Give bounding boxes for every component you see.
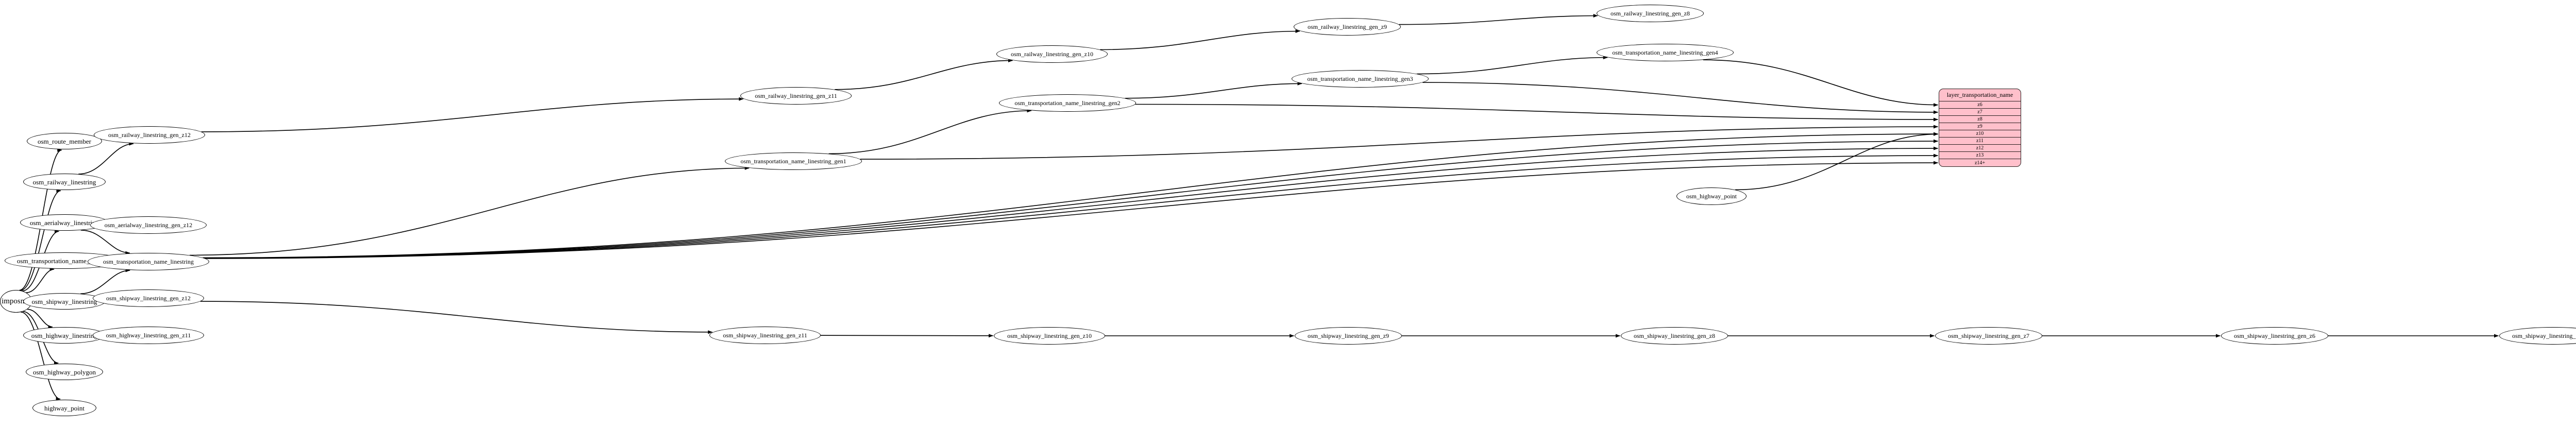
graph-node[interactable]: osm_highway_linestring_gen_z11 xyxy=(93,327,204,344)
table-row[interactable]: z13 xyxy=(1939,152,2021,159)
graph-node[interactable]: osm_aerialway_linestring_gen_z12 xyxy=(90,216,207,234)
graph-edge xyxy=(1422,82,1938,114)
graph-node-label: osm_transportation_name_linestring_gen2 xyxy=(1014,99,1121,107)
graph-node[interactable]: osm_transportation_name_linestring_gen3 xyxy=(1292,70,1429,88)
graph-node-label: osm_highway_point xyxy=(1686,193,1737,200)
graph-edge xyxy=(1399,14,1598,25)
graph-edge xyxy=(205,161,1938,259)
graph-node[interactable]: osm_transportation_name_linestring_gen4 xyxy=(1597,44,1734,61)
graph-node-label: imposm3 xyxy=(2,297,30,305)
graph-node[interactable]: osm_transportation_name_linestring_gen1 xyxy=(725,152,862,170)
graph-node[interactable]: osm_railway_linestring_gen_z12 xyxy=(94,126,205,144)
graph-node-label: highway_point xyxy=(44,404,84,412)
graph-node-label: osm_shipway_linestring_gen_z8 xyxy=(1634,332,1715,339)
graph-edge xyxy=(1125,81,1302,99)
graph-node[interactable]: osm_railway_linestring xyxy=(23,174,106,190)
graph-node[interactable]: osm_railway_linestring_gen_z10 xyxy=(996,45,1108,63)
graph-edge xyxy=(1735,132,1939,191)
graph-node-label: osm_shipway_linestring_gen_z12 xyxy=(106,295,191,302)
graph-node-label: osm_shipway_linestring_gen_z10 xyxy=(1007,332,1092,339)
graph-node[interactable]: osm_route_member xyxy=(27,133,102,149)
graph-edge xyxy=(20,189,61,291)
graph-node-label: osm_railway_linestring_gen_z11 xyxy=(755,92,837,99)
graph-edge xyxy=(200,301,713,334)
graph-edge xyxy=(1135,104,1938,122)
graph-node[interactable]: osm_shipway_linestring_gen_z12 xyxy=(93,289,204,307)
graph-node-label: osm_railway_linestring xyxy=(32,178,96,186)
graph-node-label: osm_shipway_linestring_gen_z9 xyxy=(1308,332,1389,339)
graph-node[interactable]: osm_railway_linestring_gen_z8 xyxy=(1597,5,1704,22)
table-row[interactable]: z11 xyxy=(1939,138,2021,145)
graph-node[interactable]: osm_shipway_linestring_gen_z7 xyxy=(1935,327,2042,345)
graph-node[interactable]: osm_highway_point xyxy=(1676,187,1747,205)
graph-node-label: osm_transportation_name_linestring_gen4 xyxy=(1612,49,1718,56)
graph-edge xyxy=(205,153,1938,259)
graph-node-label: osm_shipway_linestring_gen_z6 xyxy=(2234,332,2315,339)
graph-node-label: osm_highway_linestring_gen_z11 xyxy=(106,332,191,339)
graph-node-label: osm_aerialway_linestring xyxy=(29,218,99,227)
layer-transportation-name-table[interactable]: layer_transportation_name z6 z7 z8 z9 z10 z11 z… xyxy=(1939,89,2021,167)
graph-node[interactable]: osm_shipway_linestring_gen_z11 xyxy=(709,327,821,344)
table-row[interactable]: z6 xyxy=(1939,101,2021,109)
graph-node-label: osm_route_member xyxy=(38,137,91,145)
graph-node-label: osm_highway_linestring xyxy=(31,331,98,339)
graph-edge xyxy=(190,166,750,256)
graph-node[interactable]: osm_transportation_name_linestring xyxy=(88,253,209,270)
graph-edge xyxy=(204,146,1938,259)
table-row[interactable]: z9 xyxy=(1939,123,2021,130)
graph-node[interactable]: osm_highway_linestring xyxy=(23,327,106,344)
graph-edge xyxy=(828,109,1032,155)
graph-node[interactable]: osm_shipway_linestring_gen_z8 xyxy=(1621,327,1728,345)
graph-node-label: osm_shipway_linestring_gen_z11 xyxy=(723,332,807,339)
graph-edge xyxy=(1417,56,1608,75)
graph-node-label: osm_shipway_linestring_gen_z7 xyxy=(1948,332,2029,339)
graph-node-label: osm_shipway_linestring xyxy=(31,297,97,305)
graph-node-label: osm_transportation_name_linestring xyxy=(103,258,194,265)
graph-node-label: osm_railway_linestring_gen_z12 xyxy=(108,131,191,139)
graph-edge xyxy=(1100,29,1300,50)
graph-node-label: osm_shipway_linestring_gen_z5 xyxy=(2512,332,2576,339)
table-row[interactable]: z7 xyxy=(1939,109,2021,116)
graph-edge xyxy=(78,142,134,175)
graph-node-label: osm_highway_polygon xyxy=(32,368,96,376)
graph-edge xyxy=(820,334,994,338)
graph-node-label: osm_transportation_name_linestring_gen1 xyxy=(740,158,846,165)
graph-node[interactable]: osm_transportation_name_linestring_gen2 xyxy=(999,94,1136,112)
graph-node-label: osm_aerialway_linestring_gen_z12 xyxy=(104,221,193,229)
graph-node-label: osm_railway_linestring_gen_z10 xyxy=(1011,50,1093,58)
graph-edge xyxy=(80,268,130,295)
graph-node[interactable]: osm_shipway_linestring_gen_z6 xyxy=(2221,327,2328,345)
graph-node[interactable]: osm_railway_linestring_gen_z9 xyxy=(1294,18,1401,36)
graph-edge xyxy=(201,97,744,132)
graph-edge xyxy=(835,58,1013,90)
edge-group xyxy=(19,14,2499,401)
graph-node[interactable]: osm_shipway_linestring_gen_z10 xyxy=(994,327,1105,345)
table-row[interactable]: z12 xyxy=(1939,145,2021,152)
graph-edge xyxy=(202,132,1938,259)
table-row[interactable]: z10 xyxy=(1939,130,2021,138)
graph-node[interactable]: highway_point xyxy=(32,400,96,416)
graph-node[interactable]: osm_shipway_linestring xyxy=(23,293,106,310)
table-row[interactable]: z8 xyxy=(1939,116,2021,123)
graph-node-label: osm_railway_linestring_gen_z9 xyxy=(1308,23,1387,30)
graph-edge xyxy=(203,139,1938,259)
graph-node[interactable]: osm_shipway_linestring_gen_z9 xyxy=(1295,327,1402,345)
graph-node[interactable]: osm_railway_linestring_gen_z11 xyxy=(740,87,852,105)
graph-node-label: osm_transportation_name_linestring_gen3 xyxy=(1307,75,1413,82)
graph-edge xyxy=(27,309,53,329)
graph-edge xyxy=(26,267,55,293)
graph-edge xyxy=(80,230,130,255)
table-header: layer_transportation_name xyxy=(1939,89,2021,101)
graph-node-label: osm_railway_linestring_gen_z8 xyxy=(1611,10,1690,17)
graph-edge xyxy=(1703,59,1939,107)
graph-node[interactable]: osm_highway_polygon xyxy=(26,364,103,380)
graph-edge xyxy=(860,125,1938,160)
table-row[interactable]: z14+ xyxy=(1974,160,1986,166)
graph-edge xyxy=(21,312,61,401)
